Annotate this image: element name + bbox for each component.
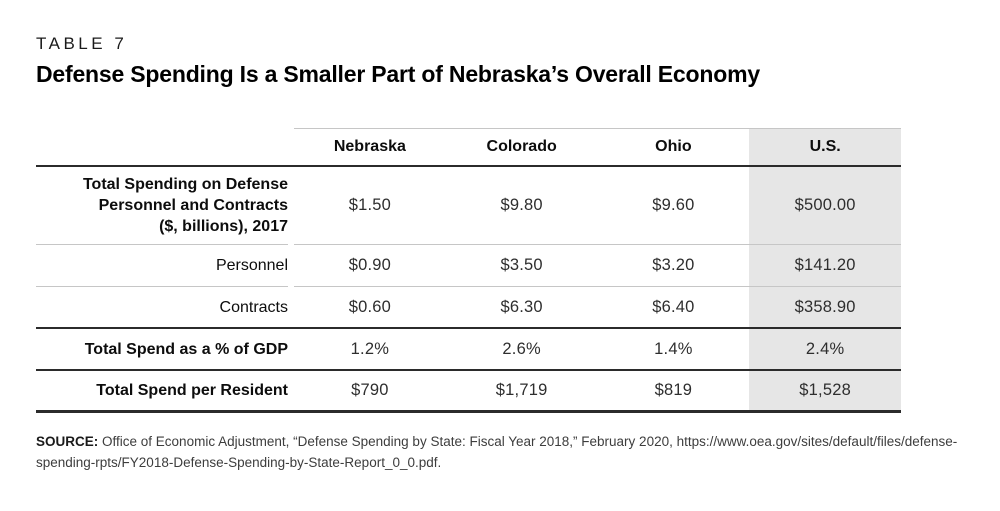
row-label: Contracts <box>219 298 288 316</box>
value-cell: $0.60 <box>348 297 392 316</box>
value-cell: 2.6% <box>502 339 541 358</box>
value-cell: $6.30 <box>500 297 543 316</box>
value-cell: 2.4% <box>749 329 901 369</box>
table-row: Total Spend per Resident $790 $1,719 $819 $1… <box>36 371 901 413</box>
value-cell: $6.40 <box>652 297 695 316</box>
value-cell: 1.2% <box>350 339 390 358</box>
value-cell: $358.90 <box>749 287 901 327</box>
corner-cell <box>36 128 288 165</box>
row-label: Total Spend per Resident <box>96 382 288 399</box>
value-cell: $819 <box>654 381 693 399</box>
table-row: Total Spend as a % of GDP 1.2% 2.6% 1.4% 2.4… <box>36 329 901 371</box>
value-cell: $0.90 <box>348 256 392 274</box>
row-label-line: ($, billions), 2017 <box>159 218 288 235</box>
source-label: SOURCE: <box>36 434 99 449</box>
row-label-line: Total Spending on Defense <box>82 176 288 193</box>
value-cell: $3.50 <box>500 256 543 274</box>
page-title: Defense Spending Is a Smaller Part of Ne… <box>36 61 760 87</box>
row-cells: $0.90 $3.50 $3.20 $141.20 <box>294 245 901 287</box>
table-row: Personnel $0.90 $3.50 $3.20 $141.20 <box>36 245 901 287</box>
source-note: SOURCE: Office of Economic Adjustment, “… <box>36 431 964 473</box>
data-table: Nebraska Colorado Ohio U.S. Total Spendi… <box>36 128 901 413</box>
table-header-row: Nebraska Colorado Ohio U.S. <box>36 128 901 167</box>
table-body: Total Spending on Defense Personnel and C… <box>36 167 901 413</box>
row-label-line: Personnel and Contracts <box>98 197 288 214</box>
value-cell: $500.00 <box>749 167 901 244</box>
value-cell: $9.60 <box>652 196 695 214</box>
value-cell: $1,719 <box>495 381 548 399</box>
row-cells: $0.60 $6.30 $6.40 $358.90 <box>294 287 901 327</box>
row-label: Personnel <box>36 245 288 287</box>
source-text: Office of Economic Adjustment, “Defense … <box>36 434 958 470</box>
row-cells: $1.50 $9.80 $9.60 $500.00 <box>294 167 901 245</box>
page: TABLE 7 Defense Spending Is a Smaller Pa… <box>36 34 964 473</box>
column-header-ohio: Ohio <box>655 138 692 155</box>
row-cells: $790 $1,719 $819 $1,528 <box>294 371 901 410</box>
value-cell: $141.20 <box>749 245 901 286</box>
table-row: Total Spending on Defense Personnel and C… <box>36 167 901 245</box>
column-header-nebraska: Nebraska <box>333 138 406 155</box>
value-cell: $9.80 <box>500 196 543 214</box>
value-cell: $3.20 <box>652 256 695 274</box>
table-number-kicker: TABLE 7 <box>36 34 128 53</box>
table-row: Contracts $0.60 $6.30 $6.40 $358.90 <box>36 287 901 329</box>
row-cells: 1.2% 2.6% 1.4% 2.4% <box>294 329 901 369</box>
value-cell: $1.50 <box>348 196 392 214</box>
row-label: Total Spending on Defense Personnel and C… <box>36 167 288 245</box>
row-label: Total Spend as a % of GDP <box>84 340 288 358</box>
column-header-us: U.S. <box>749 129 901 165</box>
value-cell: $1,528 <box>749 371 901 410</box>
value-cell: 1.4% <box>654 339 693 358</box>
value-cell: $790 <box>351 381 389 399</box>
column-header-colorado: Colorado <box>486 138 557 155</box>
header-cells: Nebraska Colorado Ohio U.S. <box>294 128 901 165</box>
